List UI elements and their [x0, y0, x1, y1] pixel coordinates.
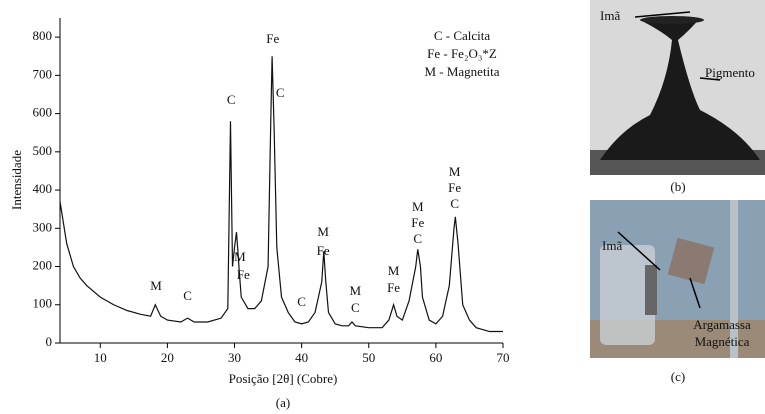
- x-tick-label: 40: [295, 350, 308, 365]
- y-tick-label: 0: [46, 334, 53, 349]
- peak-label: Fe: [266, 31, 279, 46]
- y-tick-label: 300: [33, 219, 53, 234]
- peak-label: Fe: [411, 215, 424, 230]
- peak-label: C: [351, 300, 360, 315]
- peak-label: C: [227, 92, 236, 107]
- peak-label: M: [234, 249, 246, 264]
- x-tick-label: 10: [94, 350, 107, 365]
- peak-label: C: [297, 294, 306, 309]
- photo-label: Argamassa: [693, 317, 751, 332]
- peak-label: Fe: [448, 180, 461, 195]
- peak-label: M: [150, 278, 162, 293]
- line-series: [59, 56, 503, 333]
- y-tick-label: 800: [33, 28, 53, 43]
- peak-label: C: [413, 231, 422, 246]
- photo-label: Magnética: [695, 334, 750, 349]
- caption: (a): [276, 395, 290, 410]
- peak-label: M: [317, 224, 329, 239]
- photo-b: [590, 0, 765, 175]
- photo-label: Imã: [602, 238, 622, 253]
- x-tick-label: 20: [161, 350, 174, 365]
- caption: (c): [671, 369, 685, 384]
- legend-line: C - Calcita: [434, 28, 491, 43]
- peak-label: Fe: [317, 243, 330, 258]
- y-tick-label: 200: [33, 258, 53, 273]
- y-tick-label: 500: [33, 143, 53, 158]
- peak-label: C: [276, 85, 285, 100]
- peak-label: M: [388, 263, 400, 278]
- peak-label: M: [350, 283, 362, 298]
- photo-label: Pigmento: [705, 65, 755, 80]
- y-tick-label: 100: [33, 296, 53, 311]
- peak-label: Fe: [237, 267, 250, 282]
- x-tick-label: 70: [497, 350, 510, 365]
- photo-label: Imã: [600, 8, 620, 23]
- peak-label: Fe: [387, 280, 400, 295]
- photo-c: [590, 200, 765, 358]
- legend-line: Fe - Fe₂O₃*Z: [427, 46, 497, 61]
- x-axis-label: Posição [2θ] (Cobre): [229, 371, 338, 386]
- y-axis-label: Intensidade: [9, 150, 24, 210]
- y-tick-label: 400: [33, 181, 53, 196]
- peak-label: C: [183, 288, 192, 303]
- x-tick-label: 60: [429, 350, 442, 365]
- caption: (b): [670, 179, 685, 194]
- legend-line: M - Magnetita: [424, 64, 499, 79]
- x-tick-label: 30: [228, 350, 241, 365]
- y-tick-label: 700: [33, 66, 53, 81]
- peak-label: C: [450, 196, 459, 211]
- peak-label: M: [412, 199, 424, 214]
- peak-label: M: [449, 164, 461, 179]
- x-tick-label: 50: [362, 350, 375, 365]
- y-tick-label: 600: [33, 105, 53, 120]
